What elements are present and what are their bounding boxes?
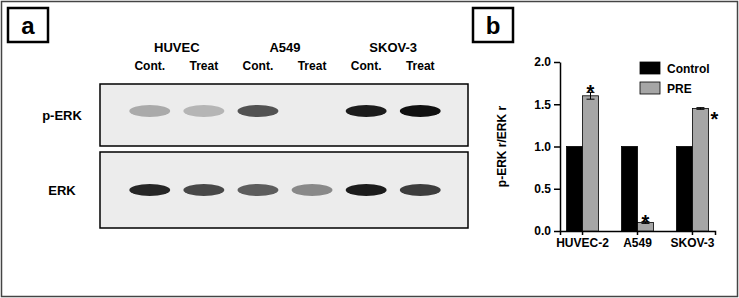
x-axis-line	[561, 232, 716, 236]
blot-band	[183, 184, 224, 196]
lane-label: Cont.	[351, 59, 382, 73]
blot-band	[292, 105, 333, 117]
y-tick-mark	[554, 231, 560, 233]
x-tick-mark	[692, 231, 694, 235]
blot-band	[400, 105, 441, 117]
y-tick-mark	[554, 189, 560, 191]
figure-frame	[2, 2, 738, 297]
y-tick-label: 2.0	[534, 55, 551, 69]
figure: a HUVEC Cont. Treat A549 Cont. Treat SKOV-3 Cont…	[0, 0, 739, 298]
x-tick: HUVEC-2	[556, 231, 609, 250]
cell-line-label: HUVEC	[154, 40, 200, 55]
cell-line-label: A549	[269, 40, 300, 55]
y-tick-mark	[554, 146, 560, 148]
x-tick: SKOV-3	[670, 231, 714, 250]
y-tick-label: 0.0	[534, 224, 551, 238]
blot-strip	[100, 84, 468, 146]
blot-band	[238, 105, 279, 117]
bar	[622, 147, 638, 232]
blot-band	[346, 184, 387, 196]
bar	[567, 147, 583, 232]
panel-label-box	[473, 8, 513, 42]
legend: Control PRE	[640, 62, 710, 96]
plot-area	[567, 92, 709, 231]
y-axis-title: p-ERK r/ERK r	[495, 106, 509, 188]
bar	[692, 108, 708, 231]
cell-line-label: SKOV-3	[369, 40, 417, 55]
lane-label: Treat	[298, 59, 327, 73]
row-label: p-ERK	[42, 108, 82, 123]
row-label: ERK	[48, 183, 76, 198]
y-tick-label: 1.0	[534, 140, 551, 154]
x-tick-label: HUVEC-2	[556, 236, 609, 250]
error-bar	[696, 108, 704, 110]
error-bar-cap	[696, 109, 704, 110]
blot-band	[129, 184, 170, 196]
lane-label: Treat	[190, 59, 219, 73]
blot-band	[346, 105, 387, 117]
panel-label: b	[486, 12, 501, 39]
y-tick: 2.0	[534, 55, 560, 69]
panel-label: a	[21, 12, 35, 39]
lane-label: Cont.	[243, 59, 274, 73]
error-bar-cap	[696, 107, 704, 108]
bar	[677, 147, 693, 232]
lane-label: Treat	[406, 59, 435, 73]
y-tick-label: 0.5	[534, 182, 551, 196]
y-tick: 1.5	[534, 98, 560, 112]
legend-swatch	[640, 62, 660, 74]
annotation: *	[642, 211, 650, 233]
y-tick: 0.5	[534, 182, 560, 196]
lane-label: Cont.	[134, 59, 165, 73]
x-tick-label: SKOV-3	[670, 236, 714, 250]
blot-band	[183, 105, 224, 117]
legend-label: Control	[667, 62, 710, 76]
y-tick-mark	[554, 104, 560, 106]
x-tick: A549	[623, 231, 652, 250]
bar	[583, 96, 599, 231]
x-tick-label: A549	[623, 236, 652, 250]
annotation: *	[711, 108, 719, 130]
blot-band	[238, 184, 279, 196]
y-tick-mark	[554, 62, 560, 64]
blot-band	[400, 184, 441, 196]
legend-label: PRE	[667, 82, 692, 96]
annotation: *	[587, 81, 595, 103]
y-tick: 1.0	[534, 140, 560, 154]
blot-strip	[100, 152, 468, 228]
blot-band	[292, 184, 333, 196]
x-tick-mark	[637, 231, 639, 235]
y-axis: 0.0 0.5 1.0 1.5 2.0	[534, 55, 560, 238]
blot-band	[129, 105, 170, 117]
panel-label-box	[8, 8, 48, 42]
y-tick-label: 1.5	[534, 98, 551, 112]
x-axis: HUVEC-2 A549 SKOV-3	[556, 231, 715, 250]
x-tick-mark	[582, 231, 584, 235]
legend-swatch	[640, 82, 660, 94]
